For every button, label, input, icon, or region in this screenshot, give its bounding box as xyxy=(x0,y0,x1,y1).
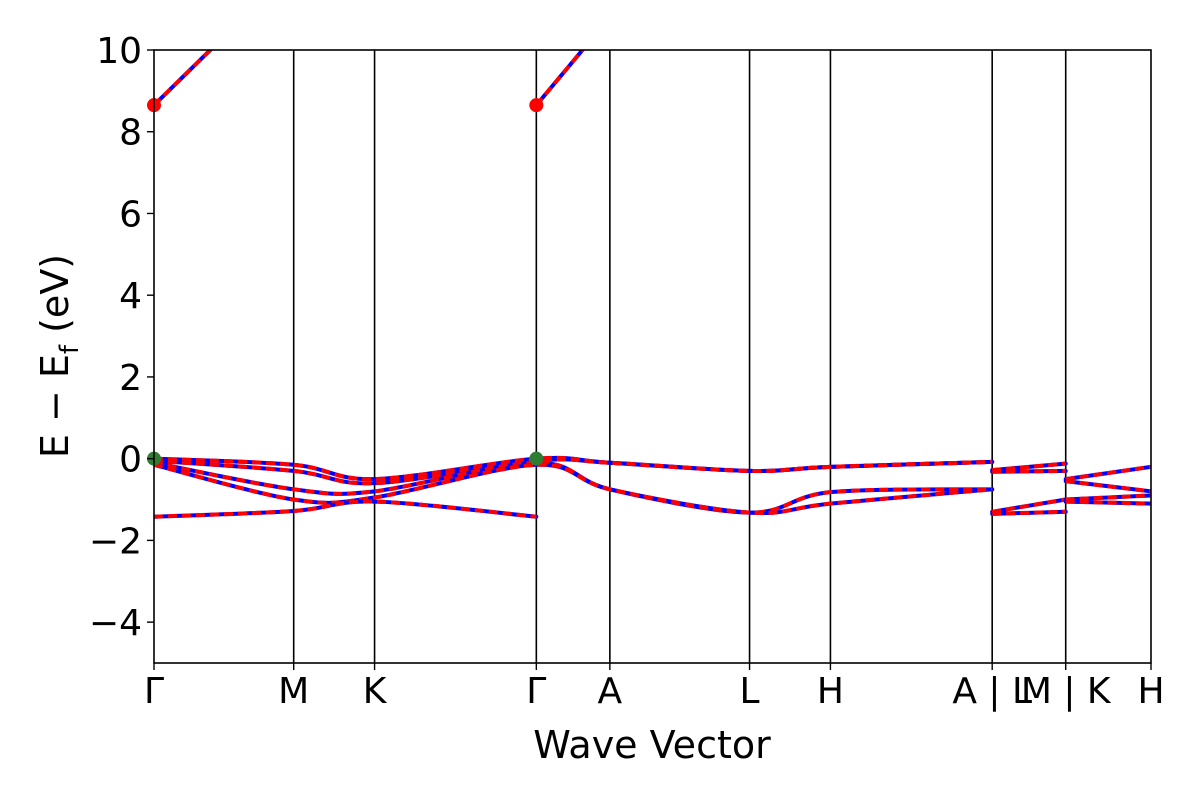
band-line-spin-up xyxy=(991,497,1067,514)
band-line-spin-up xyxy=(534,50,586,107)
band-line-spin-up xyxy=(992,509,1066,516)
band-line-spin-up xyxy=(1065,493,1151,502)
band-line-spin-up xyxy=(1065,499,1151,506)
y-axis-title-unit: (eV) xyxy=(33,254,77,345)
band-line-spin-up xyxy=(1065,479,1151,494)
y-tick-label: 4 xyxy=(119,276,142,317)
y-tick-label: 6 xyxy=(119,194,142,235)
band-line-spin-up xyxy=(154,462,993,516)
extrema-markers xyxy=(147,98,544,466)
y-tick-label: −2 xyxy=(89,521,142,562)
y-tick-label: 10 xyxy=(96,31,142,72)
x-tick-label: Γ xyxy=(144,671,164,712)
y-tick-label: 0 xyxy=(119,440,142,481)
y-axis-title-main: E − E xyxy=(33,354,77,458)
band-lines xyxy=(154,50,1151,519)
y-axis-title: E − Ef (eV) xyxy=(33,254,85,458)
cbm-marker xyxy=(529,98,544,113)
band-line-spin-up xyxy=(992,468,1066,474)
x-tick-label: K xyxy=(363,671,388,712)
x-axis-ticks: Γ M K Γ A L H A | LM | K H xyxy=(144,663,1165,712)
y-axis-ticks: −4 −2 0 2 4 6 8 10 xyxy=(89,31,154,644)
band-line-spin-up xyxy=(154,457,993,486)
band-line-spin-up xyxy=(154,50,214,107)
band-line-spin-up xyxy=(154,499,537,519)
x-tick-label: A xyxy=(598,671,623,712)
band-line-spin-down xyxy=(154,50,214,108)
plot-frame xyxy=(153,49,1152,664)
kpoint-divider-lines xyxy=(292,50,1067,663)
vbm-marker xyxy=(529,451,544,466)
x-axis-title: Wave Vector xyxy=(533,723,771,767)
y-tick-label: −4 xyxy=(89,603,142,644)
x-tick-label: M xyxy=(278,671,309,712)
y-axis-title-subscript: f xyxy=(55,344,85,354)
x-tick-label: L xyxy=(740,671,760,712)
y-tick-label: 8 xyxy=(119,113,142,154)
x-tick-label: A | L xyxy=(952,671,1032,712)
x-tick-label: H xyxy=(1137,671,1164,712)
band-line-spin-up xyxy=(1065,464,1151,482)
x-tick-label: M | K xyxy=(1021,671,1112,712)
y-tick-label: 2 xyxy=(119,358,142,399)
x-tick-label: Γ xyxy=(526,671,546,712)
x-tick-label: H xyxy=(817,671,844,712)
